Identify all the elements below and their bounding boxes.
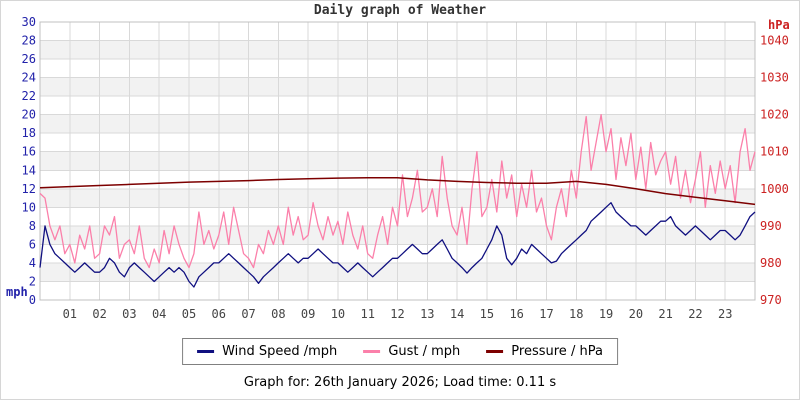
- x-axis-tick-label: 10: [331, 307, 345, 321]
- x-axis-tick-label: 17: [539, 307, 553, 321]
- x-axis-tick-label: 12: [390, 307, 404, 321]
- right-axis-unit-label: hPa: [768, 18, 790, 32]
- right-axis-tick-label: 980: [760, 256, 782, 270]
- x-axis-tick-label: 05: [182, 307, 196, 321]
- left-axis-tick-label: 16: [22, 145, 36, 159]
- gust-line-swatch: [363, 350, 381, 353]
- legend-label-gust: Gust / mph: [388, 344, 461, 359]
- left-axis-tick-label: 22: [22, 89, 36, 103]
- left-axis-tick-label: 6: [29, 237, 36, 251]
- left-axis-tick-label: 2: [29, 274, 36, 288]
- legend-item-wind-speed: Wind Speed /mph: [197, 344, 337, 359]
- left-axis-tick-label: 4: [29, 256, 36, 270]
- series-line-pressure-hpa: [39, 176, 756, 206]
- right-axis-tick-label: 1020: [760, 108, 789, 122]
- right-axis-tick-label: 1030: [760, 71, 789, 85]
- x-axis-tick-label: 15: [480, 307, 494, 321]
- x-axis-tick-label: 22: [688, 307, 702, 321]
- series-line-gust-mph: [39, 114, 756, 269]
- right-axis-tick-label: 1010: [760, 145, 789, 159]
- x-axis-tick-label: 16: [509, 307, 523, 321]
- x-axis-tick-label: 23: [718, 307, 732, 321]
- legend: Wind Speed /mph Gust / mph Pressure / hP…: [182, 338, 618, 365]
- pressure-line-swatch: [486, 350, 504, 353]
- right-axis-tick-label: 1040: [760, 34, 789, 48]
- x-axis-tick-label: 01: [63, 307, 77, 321]
- wind-speed-line-swatch: [197, 350, 215, 353]
- x-axis-tick-label: 04: [152, 307, 166, 321]
- left-axis-tick-label: 14: [22, 163, 36, 177]
- left-axis-unit-label: mph: [6, 285, 28, 299]
- x-axis-tick-label: 02: [92, 307, 106, 321]
- left-axis-tick-label: 8: [29, 219, 36, 233]
- x-axis-tick-label: 03: [122, 307, 136, 321]
- legend-label-wind-speed: Wind Speed /mph: [222, 344, 338, 359]
- x-axis-tick-label: 13: [420, 307, 434, 321]
- left-axis-tick-label: 10: [22, 200, 36, 214]
- left-axis-tick-label: 0: [29, 293, 36, 307]
- x-axis-tick-label: 09: [301, 307, 315, 321]
- x-axis-tick-label: 14: [450, 307, 464, 321]
- plot-border: [39, 21, 756, 301]
- x-axis-tick-label: 07: [241, 307, 255, 321]
- x-axis-tick-label: 19: [599, 307, 613, 321]
- left-axis-tick-label: 24: [22, 71, 36, 85]
- left-axis-tick-label: 18: [22, 126, 36, 140]
- x-axis-tick-label: 08: [271, 307, 285, 321]
- x-axis-tick-label: 11: [360, 307, 374, 321]
- legend-item-gust: Gust / mph: [363, 344, 460, 359]
- legend-item-pressure: Pressure / hPa: [486, 344, 603, 359]
- x-axis-tick-label: 20: [629, 307, 643, 321]
- chart-title: Daily graph of Weather: [313, 3, 487, 18]
- left-axis-tick-label: 28: [22, 34, 36, 48]
- x-axis-tick-label: 21: [658, 307, 672, 321]
- x-axis-tick-label: 06: [212, 307, 226, 321]
- plot-area: mph hPa 02468101214161820222426283097098…: [6, 15, 790, 321]
- right-axis-tick-label: 990: [760, 219, 782, 233]
- x-axis-tick-label: 18: [569, 307, 583, 321]
- left-axis-tick-label: 30: [22, 15, 36, 29]
- series-line-wind-speed-mph: [39, 202, 756, 288]
- legend-label-pressure: Pressure / hPa: [511, 344, 603, 359]
- right-axis-tick-label: 1000: [760, 182, 789, 196]
- left-axis-tick-label: 12: [22, 182, 36, 196]
- graph-caption: Graph for: 26th January 2026; Load time:…: [243, 375, 557, 390]
- right-axis-tick-label: 970: [760, 293, 782, 307]
- left-axis-tick-label: 20: [22, 108, 36, 122]
- left-axis-tick-label: 26: [22, 52, 36, 66]
